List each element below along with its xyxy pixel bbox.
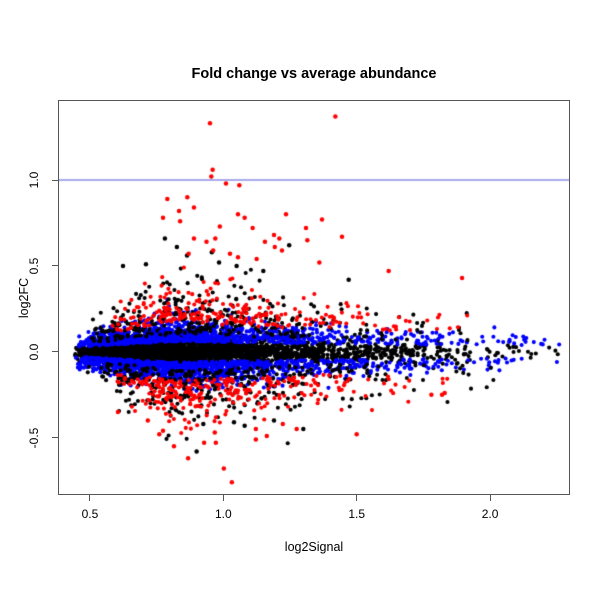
y-axis-label: log2FC <box>17 277 31 319</box>
x-tick-label: 2.0 <box>481 507 499 521</box>
x-tick-label: 1.0 <box>214 507 232 521</box>
chart-title: Fold change vs average abundance <box>191 66 437 82</box>
x-tick-label: 1.5 <box>348 507 366 521</box>
scatter-canvas <box>59 101 569 494</box>
x-tick-mark <box>222 495 224 501</box>
x-axis-label: log2Signal <box>284 540 344 554</box>
x-tick-mark <box>489 495 491 501</box>
y-tick-label: 0.5 <box>27 257 41 275</box>
y-tick-label: 1.0 <box>27 171 41 189</box>
y-tick-label: -0.5 <box>27 427 41 448</box>
x-tick-mark <box>89 495 91 501</box>
x-tick-label: 0.5 <box>81 507 99 521</box>
x-tick-mark <box>356 495 358 501</box>
y-tick-label: 0.0 <box>27 343 41 361</box>
plot-area <box>58 100 570 495</box>
